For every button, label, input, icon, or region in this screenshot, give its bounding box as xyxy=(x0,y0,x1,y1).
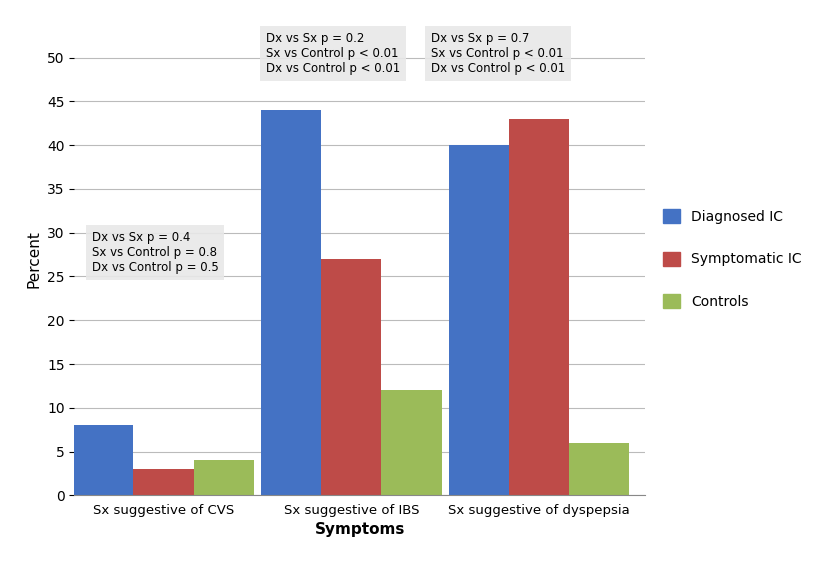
Bar xyxy=(569,443,629,495)
Text: Dx vs Sx p = 0.2
Sx vs Control p < 0.01
Dx vs Control p < 0.01: Dx vs Sx p = 0.2 Sx vs Control p < 0.01 … xyxy=(265,32,399,75)
Bar xyxy=(321,259,381,495)
Bar xyxy=(449,145,509,495)
Bar xyxy=(509,119,569,495)
Y-axis label: Percent: Percent xyxy=(26,230,41,288)
Bar xyxy=(381,390,442,495)
Bar xyxy=(74,426,133,495)
Bar xyxy=(261,110,321,495)
Text: Dx vs Sx p = 0.7
Sx vs Control p < 0.01
Dx vs Control p < 0.01: Dx vs Sx p = 0.7 Sx vs Control p < 0.01 … xyxy=(431,32,566,75)
X-axis label: Symptoms: Symptoms xyxy=(314,522,405,537)
Bar xyxy=(133,469,194,495)
Bar xyxy=(194,461,254,495)
Legend: Diagnosed IC, Symptomatic IC, Controls: Diagnosed IC, Symptomatic IC, Controls xyxy=(663,209,802,309)
Text: Dx vs Sx p = 0.4
Sx vs Control p = 0.8
Dx vs Control p = 0.5: Dx vs Sx p = 0.4 Sx vs Control p = 0.8 D… xyxy=(92,231,218,274)
